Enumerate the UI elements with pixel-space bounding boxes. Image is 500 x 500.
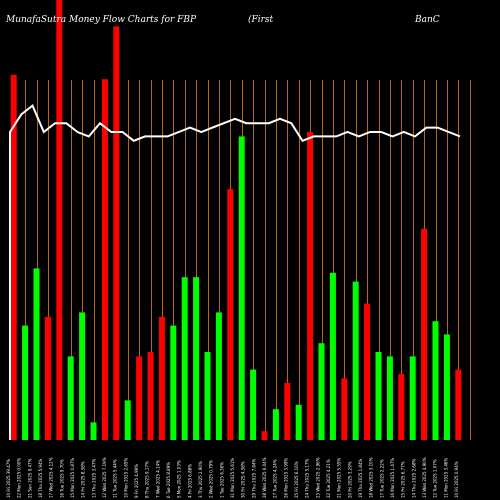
title-part-company-b: BanC [414, 15, 440, 25]
bar-up [204, 352, 211, 440]
x-tick-label: 30 Fri 2025 4.38% [241, 461, 246, 498]
x-tick-label: 28 Wed 2025 6.04% [262, 457, 267, 498]
x-tick-label: 18 Thu 2025 5.94% [38, 458, 43, 498]
bar-down [364, 303, 371, 440]
x-tick-label: 10 Fri 2025 0.94% [454, 461, 459, 498]
x-tick-label: 9 Fri 2025 4.99% [134, 464, 139, 498]
bar-up [170, 325, 177, 440]
x-tick-label: 6 Tue 2025 8.89% [166, 462, 171, 498]
x-tick-label: 8 Thu 2025 9.17% [145, 461, 150, 498]
bar-up [238, 136, 245, 440]
bar-down [421, 228, 428, 440]
title-part-main: MunafaSutra Money Flow Charts for FBP [5, 15, 197, 25]
x-tick-label: 4 Fri 2025 6.88% [187, 464, 192, 498]
x-tick-label: 16 Tue 2025 9.70% [59, 459, 64, 498]
x-tick-label: 2 Wed 2025 0.79% [209, 460, 214, 498]
trend-line-group [9, 104, 461, 440]
x-tick-label: 21 Mon 2025 5.55% [337, 458, 342, 498]
bar-up [215, 312, 222, 440]
x-tick-label: 31 Mon 2025 5.61% [230, 458, 235, 498]
bar-down [113, 26, 120, 441]
trend-line [9, 104, 461, 440]
bar-up [124, 400, 131, 440]
x-tick-label: 24 Thu 2025 5.17% [305, 458, 310, 498]
bar-down [101, 79, 108, 440]
bar-up [90, 422, 97, 440]
chart-title: MunafaSutra Money Flow Charts for FBP (F… [5, 14, 440, 25]
x-tick-label: 29 Thu 2025 7.84% [251, 458, 256, 498]
x-tick-label: 17 Tue 2025 2.22% [379, 459, 384, 498]
x-tick-label: 12 Tue 2025 1.07% [433, 459, 438, 498]
x-tick-label: 14 Fri 2025 8.38% [81, 461, 86, 498]
bar-up [318, 343, 325, 440]
bar-down [455, 369, 462, 440]
bar-up [67, 356, 74, 440]
x-tick-label: 14 Thu 2025 2.68% [411, 458, 416, 498]
bar-down [341, 378, 348, 440]
x-tick-label: 13 Thu 2025 3.47% [91, 458, 96, 498]
x-tick-label: 5 Mon 2025 1.03% [177, 460, 182, 498]
bar-up [79, 312, 86, 440]
x-tick-label: 17 Wed 2025 4.12% [49, 457, 54, 498]
x-tick-label: 25 Fri 2025 6.16% [294, 461, 299, 498]
x-tick-label: 22 Mon 2025 0.00% [17, 458, 22, 498]
bar-down [307, 132, 314, 440]
x-tick-label: 27 Tue 2025 4.24% [273, 459, 278, 498]
x-tick-label: 11 Mon 2025 3.46% [443, 458, 448, 498]
x-tick-label: 15 Fri 2025 6.77% [401, 461, 406, 498]
bar-down [398, 374, 405, 440]
x-tick-label: 3 Thu 2025 2.90% [198, 461, 203, 498]
x-tick-labels: 10 Fri 2025 39.47% 22 Mon 2025 0.00% 21 Su… [6, 457, 459, 498]
x-tick-label: 12 Wed 2025 7.19% [102, 457, 107, 498]
bar-down [136, 356, 143, 440]
x-tick-label: 1 Tue 2025 6.36% [219, 462, 224, 498]
bar-down [284, 382, 291, 440]
bar-up [443, 334, 450, 440]
x-tick-label: 10 Fri 2025 39.47% [6, 459, 11, 498]
x-tick-label: 26 Mon 2025 3.99% [283, 458, 288, 498]
bars [10, 0, 462, 441]
bar-down [227, 189, 234, 440]
x-tick-label: 11 Tue 2025 5.44% [113, 459, 118, 498]
x-tick-label: 21 Sun 2025 9.47% [27, 458, 32, 498]
x-tick-label: 7 Wed 2025 4.14% [155, 460, 160, 498]
bar-up [375, 352, 382, 440]
bar-down [56, 0, 63, 440]
bar-up [181, 277, 188, 440]
x-tick-label: 23 Wed 2025 2.96% [315, 457, 320, 498]
bar-up [329, 272, 336, 440]
bar-down [44, 316, 51, 440]
bar-up [272, 409, 279, 440]
x-tick-label: 15 Mon 2025 0.87% [70, 458, 75, 498]
x-tick-label: 18 Wed 2025 3.10% [369, 457, 374, 498]
bar-down [10, 74, 17, 441]
bar-up [250, 369, 257, 440]
bar-down [158, 316, 165, 440]
bar-up [409, 356, 416, 440]
bar-up [22, 325, 29, 440]
x-tick-label: 16 Mon 2025 1.47% [390, 458, 395, 498]
x-tick-label: 19 Thu 2025 1.84% [358, 458, 363, 498]
bar-up [295, 404, 302, 440]
bar-up [33, 268, 40, 440]
bar-down [147, 352, 154, 440]
x-tick-label: 13 Wed 2025 4.90% [422, 457, 427, 498]
x-tick-label: 22 Tue 2025 4.21% [326, 459, 331, 498]
bar-up [352, 281, 359, 440]
bar-up [193, 277, 200, 440]
title-part-company-a: (First [248, 14, 274, 25]
bar-up [432, 321, 439, 440]
x-tick-label: 20 Fri 2025 3.29% [347, 461, 352, 498]
bar-down [261, 431, 268, 440]
x-tick-label: 10 Mon 2025 2.65% [123, 458, 128, 498]
bar-up [386, 356, 393, 440]
